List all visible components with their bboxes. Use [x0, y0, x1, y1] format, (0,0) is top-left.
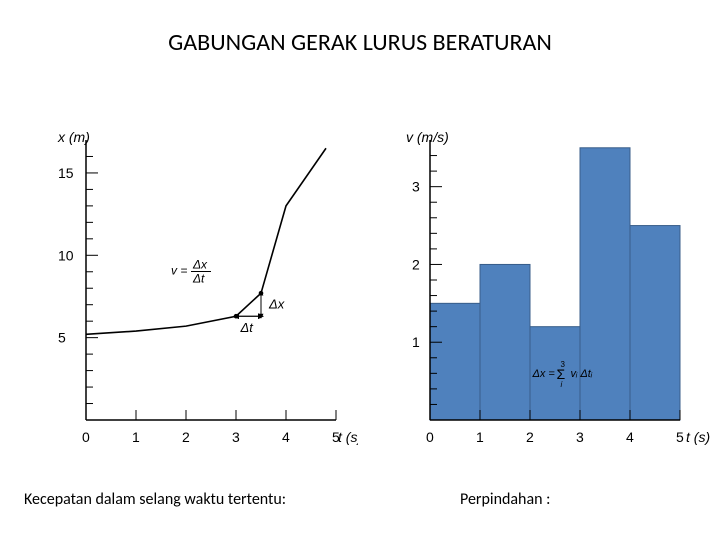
- svg-text:i: i: [561, 380, 563, 389]
- position-chart-svg: x (m)51015012345t (s)ΔtΔxv =ΔxΔt: [38, 100, 358, 460]
- svg-text:t (s): t (s): [338, 429, 358, 445]
- svg-text:x (m): x (m): [57, 129, 90, 145]
- svg-text:1: 1: [412, 334, 420, 350]
- svg-text:2: 2: [412, 256, 420, 272]
- caption-right: Perpindahan :: [460, 490, 550, 509]
- svg-text:Δt: Δt: [240, 320, 255, 335]
- svg-text:Δx =: Δx =: [532, 368, 556, 380]
- velocity-time-chart: v (m/s)123012345t (s)Δx =3Σivᵢ Δtᵢ: [388, 100, 718, 460]
- caption-left: Kecepatan dalam selang waktu tertentu:: [24, 490, 286, 509]
- svg-text:1: 1: [132, 429, 140, 445]
- svg-text:15: 15: [58, 165, 74, 181]
- svg-text:2: 2: [182, 429, 190, 445]
- svg-text:5: 5: [676, 429, 684, 445]
- svg-text:0: 0: [426, 429, 434, 445]
- svg-text:v =: v =: [171, 263, 187, 277]
- svg-text:Δt: Δt: [192, 271, 205, 285]
- svg-text:4: 4: [282, 429, 290, 445]
- svg-text:0: 0: [82, 429, 90, 445]
- svg-text:3: 3: [576, 429, 584, 445]
- svg-text:5: 5: [58, 330, 66, 346]
- svg-text:3: 3: [412, 179, 420, 195]
- svg-text:1: 1: [476, 429, 484, 445]
- svg-text:10: 10: [58, 247, 74, 263]
- svg-text:v (m/s): v (m/s): [406, 129, 449, 145]
- svg-text:2: 2: [526, 429, 534, 445]
- svg-text:3: 3: [232, 429, 240, 445]
- svg-text:Δx: Δx: [268, 297, 285, 312]
- page-title: GABUNGAN GERAK LURUS BERATURAN: [0, 28, 720, 57]
- velocity-chart-svg: v (m/s)123012345t (s)Δx =3Σivᵢ Δtᵢ: [388, 100, 718, 460]
- svg-text:4: 4: [626, 429, 634, 445]
- svg-text:vᵢ Δtᵢ: vᵢ Δtᵢ: [571, 368, 593, 380]
- svg-text:t (s): t (s): [686, 429, 710, 445]
- svg-text:Δx: Δx: [192, 257, 208, 271]
- position-time-chart: x (m)51015012345t (s)ΔtΔxv =ΔxΔt: [38, 100, 358, 460]
